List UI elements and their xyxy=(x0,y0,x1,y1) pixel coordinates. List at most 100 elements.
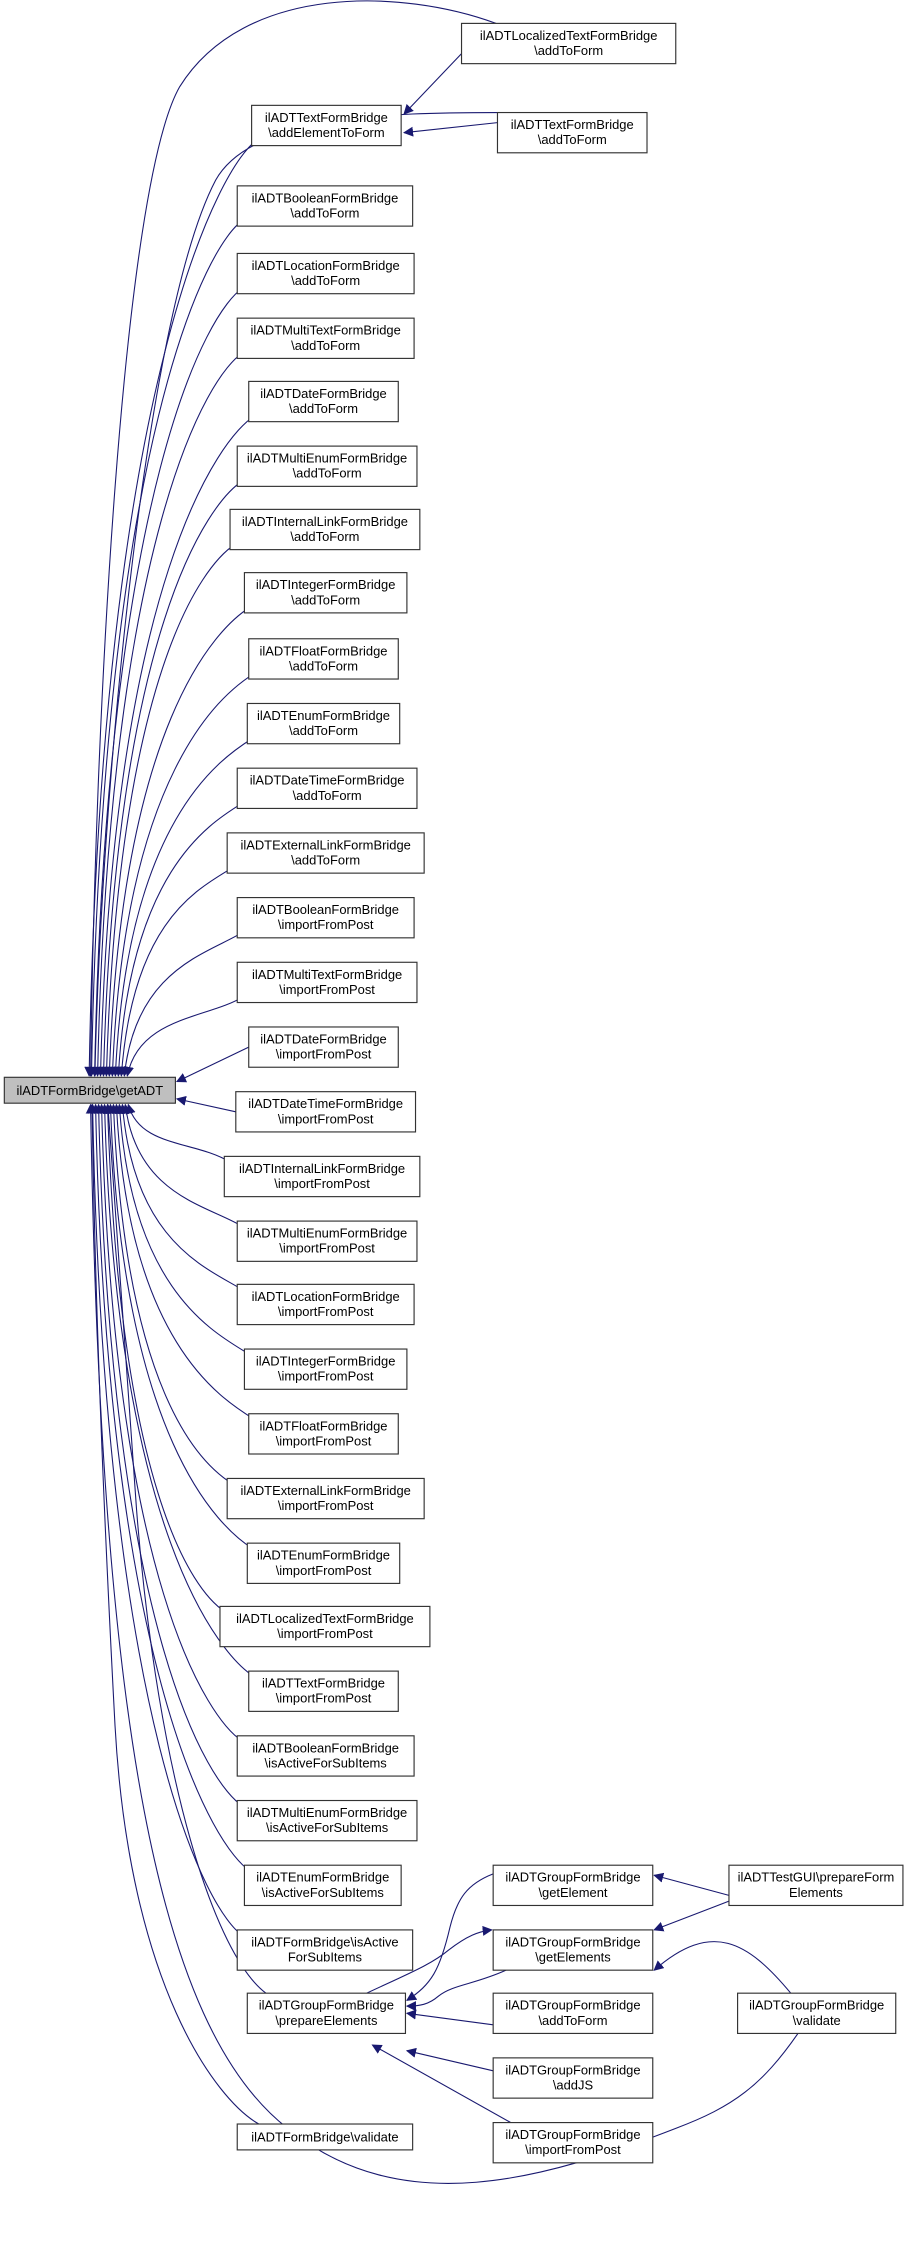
node-box xyxy=(226,832,425,874)
node-box xyxy=(229,508,421,551)
function-node[interactable]: ilADTIntegerFormBridge\addToForm xyxy=(243,572,408,614)
function-node[interactable]: ilADTExternalLinkFormBridge\addToForm xyxy=(226,832,425,874)
function-node[interactable]: ilADTDateFormBridge\importFromPost xyxy=(248,1026,399,1068)
node-box xyxy=(492,2122,654,2164)
node-label: ilADTLocalizedTextFormBridge xyxy=(236,1611,414,1626)
function-node[interactable]: ilADTExternalLinkFormBridge\importFromPo… xyxy=(226,1477,425,1520)
call-edge xyxy=(85,0,497,1077)
node-label: ilADTFormBridge\getADT xyxy=(17,1083,164,1098)
function-node[interactable]: ilADTLocationFormBridge\addToForm xyxy=(236,252,415,295)
call-edge xyxy=(125,1103,231,1163)
function-node[interactable]: ilADTIntegerFormBridge\importFromPost xyxy=(243,1348,408,1390)
node-box xyxy=(246,702,401,745)
call-edge xyxy=(121,1103,244,1228)
function-node[interactable]: ilADTDateTimeFormBridge\addToForm xyxy=(236,767,418,810)
node-label: ilADTBooleanFormBridge xyxy=(252,902,399,917)
function-node[interactable]: ilADTBooleanFormBridge\addToForm xyxy=(236,185,414,227)
call-edge xyxy=(175,1046,249,1083)
call-edge xyxy=(111,1103,255,1420)
function-node[interactable]: ilADTMultiEnumFormBridge\addToForm xyxy=(236,445,418,487)
function-node[interactable]: ilADTGroupFormBridge\getElements xyxy=(492,1929,654,1971)
node-label: ilADTFormBridge\isActive xyxy=(251,1934,398,1949)
node-label: \importFromPost xyxy=(276,1691,372,1706)
node-label: ilADTDateFormBridge xyxy=(260,1032,387,1047)
node-label: ilADTFormBridge\validate xyxy=(251,2130,398,2145)
function-node[interactable]: ilADTDateTimeFormBridge\importFromPost xyxy=(235,1091,417,1133)
function-node[interactable]: ilADTMultiTextFormBridge\addToForm xyxy=(236,317,415,359)
function-node[interactable]: ilADTGroupFormBridge\getElement xyxy=(492,1864,654,1907)
call-edge xyxy=(103,1103,267,1994)
node-label: \addToForm xyxy=(538,2013,607,2028)
function-node[interactable]: ilADTGroupFormBridge\validate xyxy=(737,1992,897,2035)
function-node[interactable]: ilADTTextFormBridge\addElementToForm xyxy=(251,104,402,147)
node-label: ilADTTextFormBridge xyxy=(265,110,388,125)
call-edge xyxy=(405,2009,494,2026)
node-label: ilADTGroupFormBridge xyxy=(505,1998,640,2013)
node-label: \importFromPost xyxy=(278,1498,374,1513)
function-node[interactable]: ilADTMultiTextFormBridge\importFromPost xyxy=(236,961,418,1004)
function-node[interactable]: ilADTGroupFormBridge\addJS xyxy=(492,2057,654,2099)
function-node[interactable]: ilADTBooleanFormBridge\isActiveForSubIte… xyxy=(236,1735,415,1777)
function-node[interactable]: ilADTLocalizedTextFormBridge\addToForm xyxy=(460,22,677,65)
call-edge xyxy=(102,1103,227,1613)
function-node[interactable]: ilADTGroupFormBridge\importFromPost xyxy=(492,2122,654,2164)
node-box xyxy=(492,1992,654,2035)
call-edge xyxy=(93,1103,244,1807)
function-node[interactable]: ilADTLocalizedTextFormBridge\importFromP… xyxy=(219,1605,431,1648)
node-label: \importFromPost xyxy=(276,1433,372,1448)
function-node[interactable]: ilADTGroupFormBridge\prepareElements xyxy=(246,1992,407,2035)
node-label: \addToForm xyxy=(291,338,360,353)
node-label: \importFromPost xyxy=(279,982,375,997)
function-node[interactable]: ilADTGroupFormBridge\addToForm xyxy=(492,1992,654,2035)
node-label: \importFromPost xyxy=(277,1626,373,1641)
node-label: ilADTGroupFormBridge xyxy=(505,2127,640,2142)
function-node[interactable]: ilADTLocationFormBridge\importFromPost xyxy=(236,1283,415,1326)
function-node[interactable]: ilADTFloatFormBridge\importFromPost xyxy=(248,1413,399,1455)
node-label: ilADTLocationFormBridge xyxy=(252,258,400,273)
node-label: \addToForm xyxy=(291,853,360,868)
call-edge xyxy=(108,1103,234,1485)
function-node[interactable]: ilADTDateFormBridge\addToForm xyxy=(248,380,399,423)
function-node[interactable]: ilADTBooleanFormBridge\importFromPost xyxy=(236,897,415,939)
call-edge xyxy=(95,415,255,1077)
node-label: ilADTLocalizedTextFormBridge xyxy=(480,28,658,43)
node-label: ilADTGroupFormBridge xyxy=(505,1870,640,1885)
node-label: ilADTBooleanFormBridge xyxy=(252,190,399,205)
node-label: ilADTLocationFormBridge xyxy=(252,1289,400,1304)
function-node[interactable]: ilADTEnumFormBridge\addToForm xyxy=(246,702,401,745)
call-edge xyxy=(653,1941,792,1994)
call-edge xyxy=(104,606,251,1077)
node-label: ilADTMultiEnumFormBridge xyxy=(247,1805,407,1820)
node-label: \prepareElements xyxy=(275,2013,377,2028)
node-box xyxy=(737,1992,897,2035)
node-label: ilADTFloatFormBridge xyxy=(260,643,388,658)
node-label: ilADTBooleanFormBridge xyxy=(252,1740,399,1755)
function-node[interactable]: ilADTTextFormBridge\importFromPost xyxy=(248,1670,399,1712)
function-node[interactable]: ilADTFormBridge\validate xyxy=(236,2123,414,2151)
node-box xyxy=(492,2057,654,2099)
function-node[interactable]: ilADTEnumFormBridge\isActiveForSubItems xyxy=(243,1864,402,1907)
function-node[interactable]: ilADTInternalLinkFormBridge\addToForm xyxy=(229,508,421,551)
root-node[interactable]: ilADTFormBridge\getADT xyxy=(3,1076,176,1104)
node-box xyxy=(236,1220,418,1262)
function-node[interactable]: ilADTInternalLinkFormBridge\importFromPo… xyxy=(223,1155,421,1198)
function-node[interactable]: ilADTTextFormBridge\addToForm xyxy=(496,111,648,154)
call-edge xyxy=(87,1103,260,2125)
call-edge xyxy=(366,1925,493,1994)
call-edge xyxy=(89,287,244,1077)
node-label: ilADTIntegerFormBridge xyxy=(256,577,395,592)
node-box xyxy=(236,767,418,810)
function-node[interactable]: ilADTFloatFormBridge\addToForm xyxy=(248,638,399,680)
function-node[interactable]: ilADTMultiEnumFormBridge\importFromPost xyxy=(236,1220,418,1262)
call-edge xyxy=(120,931,244,1077)
node-box xyxy=(248,1670,399,1712)
function-node[interactable]: ilADTEnumFormBridge\importFromPost xyxy=(246,1542,401,1584)
node-label: \getElements xyxy=(535,1950,611,1965)
node-box xyxy=(248,1413,399,1455)
node-label: \addToForm xyxy=(291,592,360,607)
node-label: ilADTDateFormBridge xyxy=(260,386,387,401)
node-label: \addElementToForm xyxy=(268,125,384,140)
function-node[interactable]: ilADTMultiEnumFormBridge\isActiveForSubI… xyxy=(236,1799,418,1842)
function-node[interactable]: ilADTFormBridge\isActiveForSubItems xyxy=(236,1929,414,1971)
